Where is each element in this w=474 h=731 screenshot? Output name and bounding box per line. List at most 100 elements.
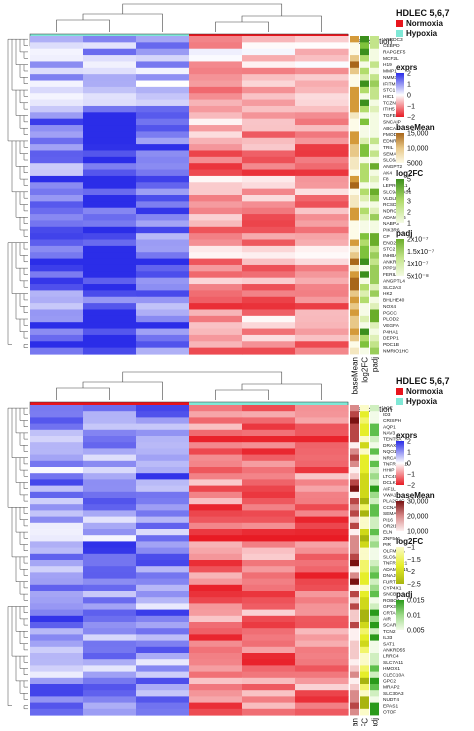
heatmap-cell bbox=[30, 603, 84, 611]
gene-label: TENT5A bbox=[383, 437, 402, 443]
heatmap-cell bbox=[189, 118, 243, 126]
gene-label: LRRC4 bbox=[383, 654, 399, 660]
gene-label: CRTAC1 bbox=[383, 610, 402, 616]
heatmap-cell bbox=[189, 48, 243, 56]
heatmap-cell bbox=[30, 99, 84, 107]
heatmap-cell bbox=[189, 467, 243, 474]
heatmap-cell bbox=[136, 48, 190, 56]
dendrogram-branch bbox=[56, 19, 110, 32]
heatmap-cell bbox=[136, 677, 190, 685]
heatmap-cell bbox=[242, 296, 296, 304]
heatmap-cell bbox=[242, 271, 296, 279]
heatmap-cell bbox=[295, 696, 349, 704]
description-cell bbox=[350, 510, 359, 517]
heatmap-cell bbox=[83, 479, 137, 487]
log2fc-legend-tick: 4 bbox=[407, 188, 411, 195]
description-cell bbox=[350, 529, 359, 536]
heatmap-cell bbox=[189, 328, 243, 336]
heatmap-cell bbox=[295, 303, 349, 311]
exprs-legend-tick: 1 bbox=[407, 450, 411, 457]
heatmap-cell bbox=[189, 264, 243, 272]
gene-label: FERIL4 bbox=[383, 272, 400, 278]
heatmap-cell bbox=[136, 99, 190, 107]
description-cell bbox=[350, 622, 359, 629]
heatmap-cell bbox=[136, 137, 190, 145]
heatmap-cell bbox=[295, 597, 349, 604]
description-cell bbox=[370, 541, 379, 548]
heatmap-cell bbox=[242, 137, 296, 145]
heatmap-cell bbox=[295, 220, 349, 228]
heatmap-cell bbox=[295, 264, 349, 272]
description-cell bbox=[360, 48, 369, 56]
heatmap-cell bbox=[242, 653, 296, 660]
description-cell bbox=[370, 284, 379, 291]
description-cell bbox=[370, 622, 379, 629]
description-cell bbox=[370, 74, 379, 81]
gene-label: NABP3 bbox=[383, 221, 399, 227]
heatmap-cell bbox=[30, 163, 84, 171]
description-cell bbox=[350, 491, 359, 499]
description-cell bbox=[350, 684, 359, 691]
gene-label: CCNA1 bbox=[383, 505, 400, 511]
gene-label: NOX4 bbox=[383, 304, 396, 310]
description-cell bbox=[370, 163, 379, 170]
dendrogram-branch bbox=[7, 407, 12, 508]
heatmap-cell bbox=[83, 233, 137, 241]
description-cell bbox=[360, 560, 369, 567]
heatmap-cell bbox=[30, 42, 84, 50]
description-cell bbox=[370, 105, 379, 113]
heatmap-cell bbox=[30, 105, 84, 113]
description-cell bbox=[370, 239, 379, 247]
description-cell bbox=[360, 708, 369, 716]
heatmap-cell bbox=[136, 584, 190, 592]
basemean-legend-title: baseMean bbox=[396, 491, 435, 500]
gene-label: NRCAM bbox=[383, 455, 401, 461]
heatmap-cell bbox=[136, 702, 190, 710]
heatmap-cell bbox=[30, 684, 84, 691]
description-cell bbox=[370, 264, 379, 272]
heatmap-cell bbox=[136, 454, 190, 462]
description-cell bbox=[360, 252, 369, 259]
heatmap-cell bbox=[30, 125, 84, 132]
gene-label: NAV3 bbox=[383, 430, 396, 436]
heatmap-cell bbox=[83, 491, 137, 499]
heatmap-cell bbox=[242, 498, 296, 505]
heatmap-cell bbox=[189, 347, 243, 355]
heatmap-cell bbox=[83, 609, 137, 617]
heatmap-cell bbox=[30, 322, 84, 330]
heatmap-cell bbox=[30, 622, 84, 629]
heatmap-cell bbox=[295, 535, 349, 542]
heatmap-cell bbox=[189, 646, 243, 654]
gene-label: ADAMTS15 bbox=[383, 567, 409, 573]
description-cell bbox=[350, 48, 359, 56]
heatmap-cell bbox=[242, 671, 296, 679]
heatmap-cell bbox=[83, 405, 137, 412]
heatmap-cell bbox=[136, 504, 190, 511]
description-cell bbox=[360, 245, 369, 253]
heatmap-cell bbox=[242, 591, 296, 598]
heatmap-cell bbox=[30, 264, 84, 272]
log2fc-legend-tick: 3 bbox=[407, 199, 411, 206]
heatmap-cell bbox=[295, 201, 349, 209]
gene-label: CLEC10A bbox=[383, 672, 405, 678]
description-cell bbox=[370, 214, 379, 221]
heatmap-cell bbox=[136, 522, 190, 530]
heatmap-cell bbox=[136, 144, 190, 152]
gene-label: SAT1 bbox=[383, 641, 395, 647]
description-cell bbox=[350, 55, 359, 62]
dendrogram-branch bbox=[19, 89, 24, 104]
description-cell bbox=[370, 188, 379, 196]
heatmap-cell bbox=[189, 55, 243, 63]
heatmap-cell bbox=[295, 36, 349, 43]
dendrogram-branch bbox=[19, 166, 24, 180]
heatmap-cell bbox=[295, 628, 349, 635]
description-cell bbox=[360, 677, 369, 685]
heatmap-cell bbox=[242, 467, 296, 474]
heatmap-cell bbox=[242, 144, 296, 152]
heatmap-cell bbox=[83, 423, 137, 431]
heatmap-cell bbox=[136, 277, 190, 285]
dendrogram-branch bbox=[23, 280, 28, 288]
heatmap-cell bbox=[189, 442, 243, 449]
dendrogram-branch bbox=[15, 457, 20, 483]
gene-label: VLDLR bbox=[383, 196, 399, 202]
